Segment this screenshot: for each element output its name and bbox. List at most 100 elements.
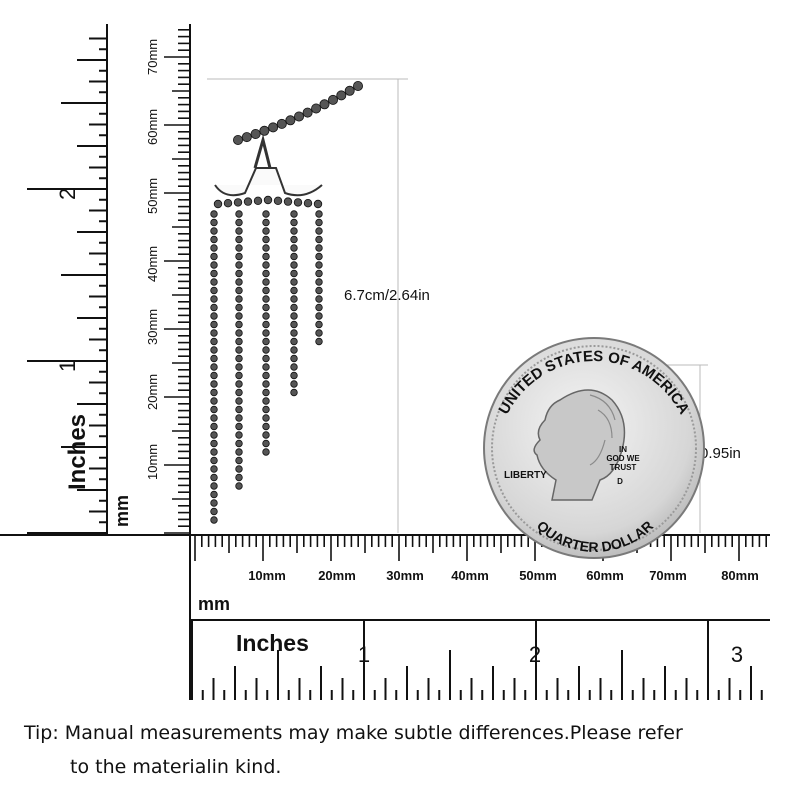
earring-chain-stone [210, 405, 218, 414]
earring-chain-stone [235, 252, 243, 261]
earring-chain-stone [315, 227, 323, 235]
earring-chain-stone [290, 261, 298, 269]
earring-stone [311, 103, 322, 114]
earring-chain-stone [290, 295, 298, 303]
bottom-mm-number: 80mm [721, 568, 759, 583]
earring-chain-stone [262, 235, 270, 244]
earring-chain-stone [210, 448, 218, 456]
earring-chain-stone [262, 303, 270, 312]
earring-stone [285, 115, 296, 126]
earring-chain-stone [290, 210, 298, 218]
earring-stone [263, 195, 273, 205]
earring-chain-stone [210, 329, 218, 337]
earring-stone [268, 122, 279, 133]
earring-stone [319, 99, 330, 110]
earring-chain-stone [315, 303, 323, 312]
earring-chain-stone [210, 346, 218, 354]
earring-chain-stone [210, 227, 218, 235]
earring-chain-stone [262, 448, 270, 456]
coin-liberty: LIBERTY [504, 470, 547, 481]
earring-post [253, 134, 272, 169]
earring-chain-stone [290, 286, 298, 295]
bottom-mm-number: 20mm [318, 568, 356, 583]
earring-chain-stone [235, 465, 243, 473]
earring-chain-stone [290, 278, 298, 286]
coin-motto-line: IN [619, 445, 627, 454]
earring-chain-stone [210, 482, 218, 490]
earring-stone [283, 197, 293, 206]
left-mm-number: 30mm [145, 309, 160, 345]
earring-chain-stone [290, 227, 298, 235]
earring-chain-stone [235, 312, 243, 320]
earring-stone [253, 196, 263, 205]
earring-chain-stone [235, 227, 243, 235]
earring-chain-stone [210, 354, 218, 363]
earring-chain-stone [315, 278, 323, 286]
earring-chain-stone [210, 473, 218, 482]
earring-chain-stone [210, 388, 218, 397]
earring-chain-stone [210, 431, 218, 439]
bottom-inch-ticks [191, 620, 763, 700]
earring-chain-stone [235, 295, 243, 303]
earring-chain-stone [235, 482, 243, 490]
earring-chain-stone [262, 422, 270, 431]
earring-chain-stone [262, 269, 270, 278]
earring-chain-stone [290, 354, 298, 363]
earring-chain-stone [210, 516, 218, 524]
earring-chain-stone [315, 252, 323, 261]
earring-stone [293, 111, 304, 122]
earring-chain-stone [235, 286, 243, 295]
earring-chain-stone [235, 397, 243, 405]
bottom-mm-number: 40mm [451, 568, 489, 583]
left-mm-number: 60mm [145, 109, 160, 145]
earring-chain-stone [262, 371, 270, 380]
earring-chain-stone [210, 363, 218, 371]
washington-portrait [533, 389, 626, 501]
bottom-mm-ticks [194, 535, 768, 561]
earring-chain-stone [210, 295, 218, 303]
left-inches-label: Inches [64, 414, 91, 490]
earring-chain-stone [210, 261, 218, 269]
earring-chain-stone [210, 312, 218, 320]
earring-chain-stone [315, 329, 323, 337]
earring-chain-stone [262, 380, 270, 388]
earring-chain-stone [235, 448, 243, 456]
earring-chain-stone [235, 371, 243, 380]
earring-chains [210, 210, 323, 524]
earring-stone [250, 128, 261, 139]
earring-chain-stone [262, 320, 270, 329]
earring-chain-stone [262, 278, 270, 286]
earring-chain-stone [235, 431, 243, 439]
earring-chain-stone [210, 235, 218, 244]
quarter-coin-image: UNITED STATES OF AMERICA QUARTER DOLLAR … [483, 337, 705, 559]
earring-chain-stone [262, 227, 270, 235]
earring-chain-stone [290, 320, 298, 329]
earring-chain-stone [210, 303, 218, 312]
earring-stone [352, 81, 363, 92]
earring-stone [302, 107, 313, 118]
earring-stone [327, 94, 338, 105]
earring-height-dimension: 6.7cm/2.64in [207, 78, 430, 533]
earring-stone [259, 125, 270, 136]
earring-chain-stone [262, 252, 270, 261]
left-mm-number: 70mm [145, 39, 160, 75]
earring-chain-stone [210, 414, 218, 422]
earring-chain-stone [262, 439, 270, 448]
earring-chain-stone [210, 507, 218, 516]
left-inch-ticks [27, 37, 107, 534]
earring-chain-stone [262, 363, 270, 371]
earring-chain-stone [235, 337, 243, 346]
bottom-inch-number-1: 1 [358, 642, 370, 667]
earring-chain-stone [315, 269, 323, 278]
bottom-mm-number: 70mm [649, 568, 687, 583]
earring-image [210, 81, 363, 524]
earring-chain-stone [235, 346, 243, 354]
earring-chain-stone [235, 210, 243, 218]
earring-chain-stone [290, 363, 298, 371]
earring-chain-stone [262, 388, 270, 397]
earring-chain-stone [210, 286, 218, 295]
bottom-mm-number: 10mm [248, 568, 286, 583]
earring-chain-stone [262, 218, 270, 227]
earring-chain-stone [262, 286, 270, 295]
